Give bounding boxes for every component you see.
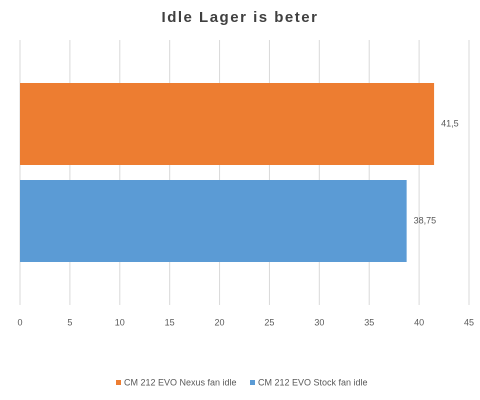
x-tick-label: 0 — [17, 317, 22, 327]
x-tick-label: 35 — [364, 317, 374, 327]
x-tick-label: 25 — [264, 317, 274, 327]
x-tick-label: 5 — [67, 317, 72, 327]
bar — [20, 83, 435, 165]
legend-swatch — [250, 380, 255, 385]
x-tick-label: 40 — [414, 317, 424, 327]
legend-label: CM 212 EVO Stock fan idle — [258, 377, 368, 387]
bar — [20, 180, 407, 262]
x-tick-label: 10 — [115, 317, 125, 327]
chart-title: Idle Lager is beter — [162, 9, 319, 26]
legend-swatch — [116, 380, 121, 385]
data-label: 41,5 — [441, 118, 459, 128]
x-tick-label: 20 — [215, 317, 225, 327]
data-label: 38,75 — [414, 215, 437, 225]
x-tick-label: 15 — [165, 317, 175, 327]
x-tick-label: 30 — [314, 317, 324, 327]
x-tick-label: 45 — [464, 317, 474, 327]
legend-label: CM 212 EVO Nexus fan idle — [124, 377, 237, 387]
